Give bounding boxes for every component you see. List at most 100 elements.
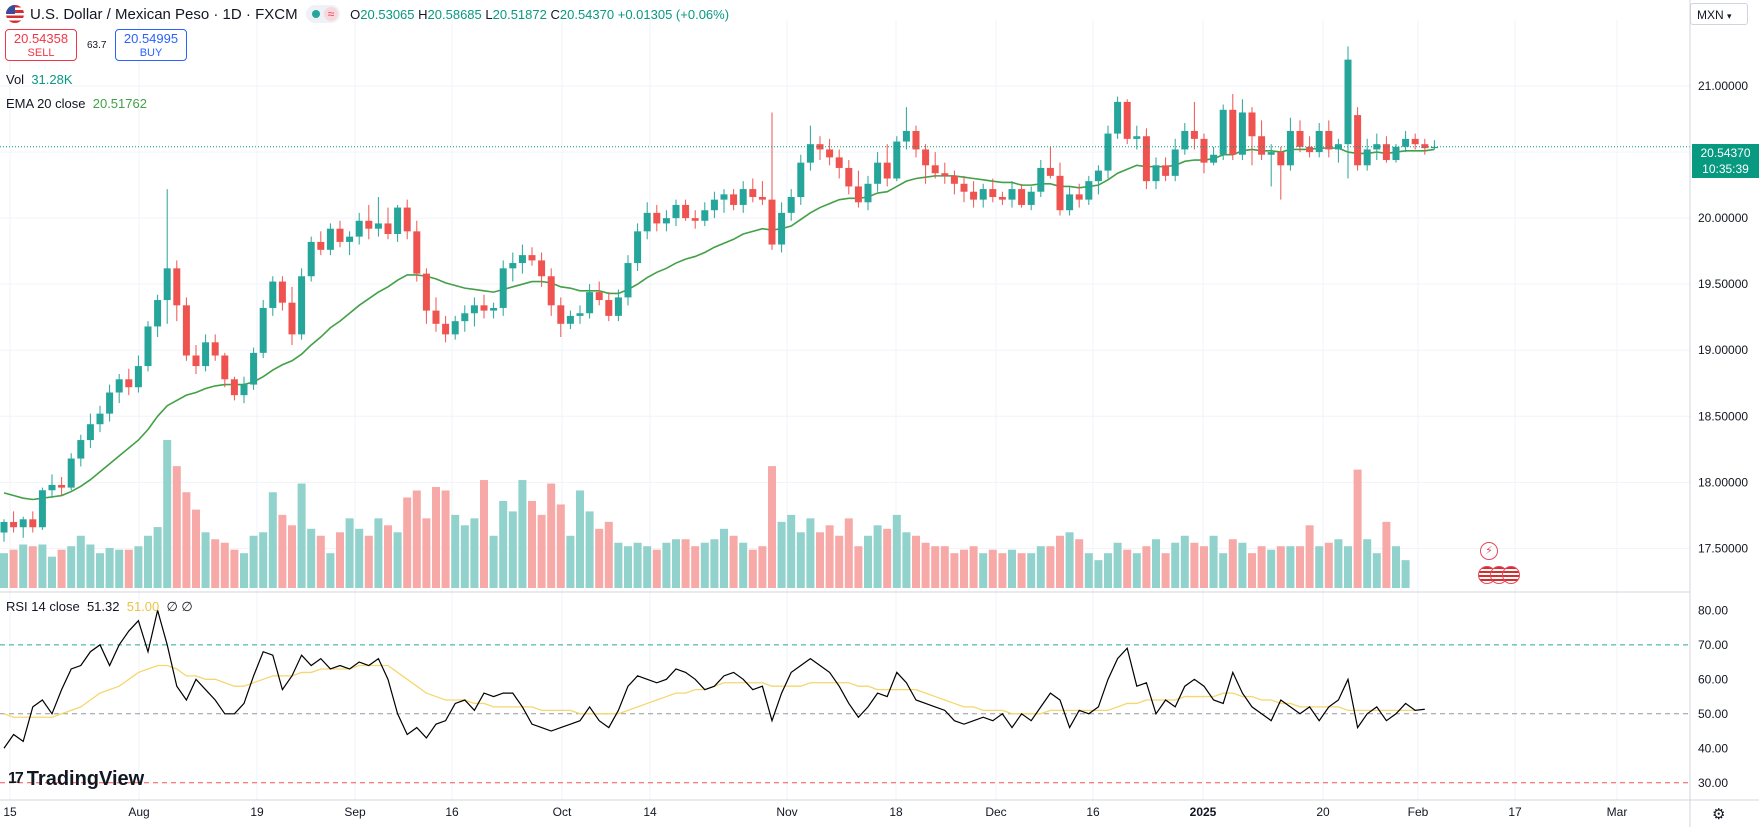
candle-body [336, 228, 344, 242]
candle-body [662, 218, 670, 224]
volume-bar [134, 546, 143, 588]
volume-bar [499, 500, 508, 588]
candle-body [1037, 167, 1045, 192]
candle-body [1421, 144, 1429, 149]
rsi-ma-value: 51.00 [126, 599, 160, 614]
candle-body [1008, 189, 1016, 200]
volume-bar [998, 553, 1007, 588]
volume-bar [220, 542, 229, 588]
market-status-pill[interactable]: ≈ [305, 5, 341, 23]
ema-legend[interactable]: EMA 20 close 20.51762 [6, 96, 147, 111]
candle-body [1190, 130, 1198, 139]
volume-bar [38, 544, 47, 588]
rsi-tick-label: 50.00 [1698, 707, 1728, 721]
candle-body [749, 189, 757, 198]
volume-bar [1401, 560, 1410, 588]
candle-body [1402, 138, 1410, 147]
volume-bar [1084, 553, 1093, 588]
brand-name: TradingView [26, 767, 145, 790]
volume-bar [969, 546, 978, 588]
candle-body [624, 263, 632, 298]
volume-bar [86, 544, 95, 588]
volume-bar [1132, 553, 1141, 588]
candle-body [1200, 138, 1208, 163]
volume-bar [854, 546, 863, 588]
volume-bar [432, 487, 440, 588]
volume-bar [470, 518, 479, 588]
lightning-event-icon[interactable]: ⚡ [1480, 542, 1498, 560]
volume-bar [163, 440, 172, 588]
candle-body [1085, 181, 1093, 200]
candle-body [883, 162, 891, 179]
candle-body [998, 197, 1006, 200]
volume-bar [777, 521, 786, 588]
time-tick-label: 20 [1316, 805, 1330, 819]
rsi-legend[interactable]: RSI 14 close 51.32 51.00 ∅ ∅ [6, 599, 193, 614]
price-tick-label: 19.50000 [1698, 277, 1748, 291]
volume-bar [864, 535, 872, 588]
volume-bar [1296, 546, 1304, 588]
volume-bar [566, 535, 575, 588]
candle-body [682, 204, 690, 219]
rsi-value: 51.32 [86, 599, 120, 614]
volume-bar [1353, 469, 1362, 588]
symbol-title[interactable]: U.S. Dollar / Mexican Peso · 1D · FXCM [30, 5, 298, 23]
volume-bar [931, 546, 940, 588]
candle-body [605, 300, 613, 316]
buy-button[interactable]: 20.54995 BUY [115, 29, 187, 61]
candle-body [346, 236, 354, 242]
volume-bar [624, 546, 632, 588]
volume-bar [96, 553, 104, 588]
volume-bar [1190, 542, 1199, 588]
candle-body [979, 189, 987, 200]
candlesticks [0, 46, 1690, 542]
candle-body [1210, 154, 1218, 163]
time-tick-label: 14 [643, 805, 657, 819]
candle-body [374, 223, 382, 229]
us-event-flag-icon[interactable] [1502, 566, 1520, 584]
candle-body [1114, 101, 1122, 134]
volume-bar [604, 521, 613, 588]
candle-body [1027, 191, 1035, 205]
candle-body [211, 342, 219, 356]
approx-icon: ≈ [323, 7, 339, 21]
open-value: 20.53065 [360, 6, 415, 22]
chart-header: U.S. Dollar / Mexican Peso · 1D · FXCM ≈… [6, 3, 729, 25]
close-value: 20.54370 [559, 6, 615, 22]
volume-bar [316, 535, 325, 588]
volume-bar [1008, 549, 1016, 588]
sell-button[interactable]: 20.54358 SELL [5, 29, 77, 61]
volume-bar [1094, 560, 1103, 588]
time-tick-label: Mar [1607, 805, 1628, 819]
volume-bar [48, 556, 56, 588]
candle-body [403, 207, 411, 232]
volume-legend[interactable]: Vol 31.28K [6, 72, 73, 87]
candle-body [768, 199, 776, 245]
price-tick-label: 19.00000 [1698, 343, 1748, 357]
candle-body [1123, 101, 1131, 139]
candle-body [1018, 189, 1026, 205]
candle-body [384, 223, 392, 234]
volume-bar [652, 549, 661, 588]
candle-body [1258, 136, 1266, 155]
volume-bar [1315, 546, 1324, 588]
candle-body [1056, 175, 1064, 211]
volume-bar [1180, 535, 1189, 588]
gear-icon[interactable]: ⚙ [1712, 806, 1726, 823]
tradingview-logo[interactable]: 17 TradingView [8, 768, 144, 790]
buy-label: BUY [139, 47, 163, 59]
candle-body [960, 183, 968, 192]
candle-body [1267, 152, 1275, 155]
candle-body [1181, 130, 1189, 150]
candle-body [557, 305, 565, 324]
currency-select[interactable]: MXN ▾ [1690, 3, 1748, 25]
volume-bar [585, 511, 594, 588]
volume-bar [1036, 546, 1045, 588]
candle-body [1152, 165, 1160, 182]
volume-bar [1372, 553, 1381, 588]
price-tick-label: 17.50000 [1698, 541, 1748, 555]
candle-body [950, 175, 958, 184]
rsi-line [3, 610, 1425, 749]
candle-body [288, 302, 296, 335]
